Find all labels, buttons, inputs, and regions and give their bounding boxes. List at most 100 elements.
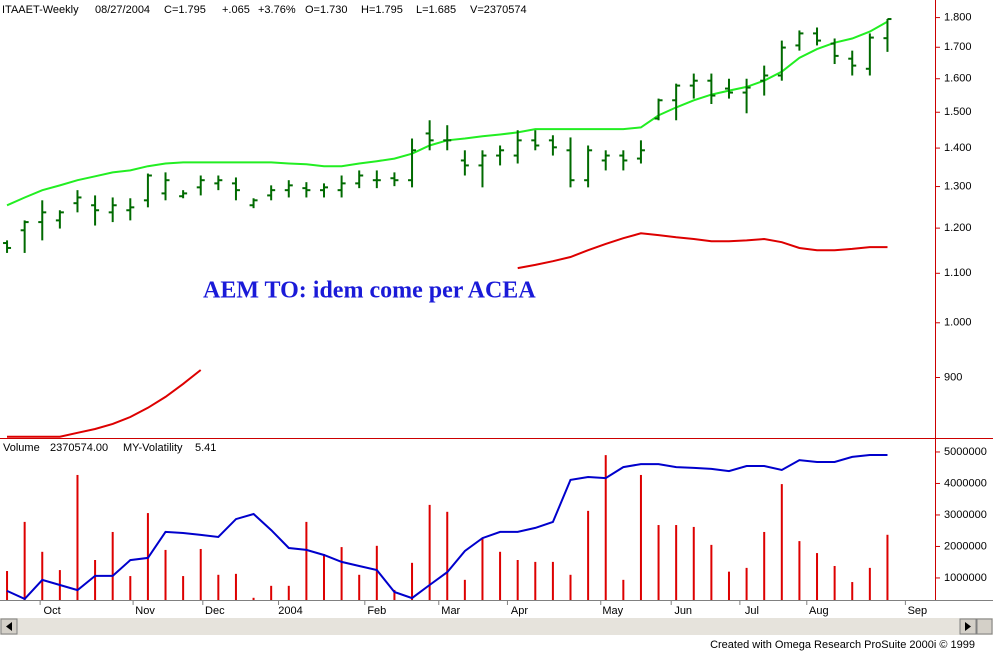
y-tick-label: 2000000 [944, 540, 987, 552]
header-item: 08/27/2004 [95, 4, 150, 16]
scroll-end-button[interactable] [976, 618, 993, 635]
header-item: L=1.685 [416, 4, 456, 16]
legend-name: MY-Volatility [123, 442, 183, 454]
volume-bar [622, 579, 625, 600]
volume-bar [6, 571, 9, 600]
volume-bar [675, 525, 678, 600]
x-tick-label: Aug [809, 605, 829, 617]
indicator-line [7, 232, 888, 438]
x-tick-label: Dec [205, 605, 225, 617]
x-tick-label: May [602, 605, 623, 617]
volume-bar [833, 565, 836, 600]
volume-bar [358, 574, 361, 600]
x-tick-label: Jun [674, 605, 692, 617]
volume-bar [270, 585, 273, 600]
volume-bar [164, 549, 167, 600]
volume-bar [182, 576, 185, 600]
volume-bar [428, 504, 431, 600]
volume-bar [305, 521, 308, 600]
y-tick-label: 5000000 [944, 446, 987, 458]
volume-bar [340, 547, 343, 600]
header-item: C=1.795 [164, 4, 206, 16]
y-tick-label: 1.600 [944, 73, 972, 85]
y-tick-label: 1.000 [944, 317, 972, 329]
y-tick-label: 1.400 [944, 142, 972, 154]
x-tick-label: Sep [908, 605, 928, 617]
volume-bar [252, 597, 255, 600]
volume-bar [868, 567, 871, 600]
legend-value: 2370574.00 [50, 442, 108, 454]
volume-bar [798, 541, 801, 600]
x-tick-label: Nov [135, 605, 155, 617]
volume-bar [569, 574, 572, 600]
header-item: +3.76% [258, 4, 296, 16]
y-tick-label: 900 [944, 371, 962, 383]
volume-bar [639, 474, 642, 600]
y-tick-label: 1.800 [944, 11, 972, 23]
volume-bar [551, 561, 554, 600]
volume-bar [234, 573, 237, 600]
volume-bar [745, 567, 748, 600]
legend-name: Volume [3, 442, 40, 454]
volume-bar [710, 544, 713, 600]
header-item: H=1.795 [361, 4, 403, 16]
volume-bar [657, 525, 660, 600]
volume-bar [129, 576, 132, 600]
volume-bar [692, 526, 695, 600]
right-arrow [965, 622, 971, 631]
y-tick-label: 1.500 [944, 106, 972, 118]
volume-bar [446, 511, 449, 600]
volume-bar [727, 571, 730, 600]
left-arrow [6, 622, 12, 631]
volume-bar [111, 531, 114, 600]
volume-bar [94, 560, 97, 600]
x-tick-label: Apr [511, 605, 528, 617]
volatility-line [6, 454, 888, 601]
volume-bar [763, 531, 766, 600]
volume-bar [499, 551, 502, 600]
volume-bar [411, 562, 414, 600]
volume-bar [851, 582, 854, 600]
header-item: +.065 [222, 4, 250, 16]
volume-bar [199, 548, 202, 600]
volume-bar [41, 551, 44, 600]
y-tick-label: 1.100 [944, 267, 972, 279]
volume-bar [886, 534, 889, 600]
volume-bar [516, 560, 519, 600]
volume-bar [587, 510, 590, 600]
x-tick-label: 2004 [278, 605, 302, 617]
header-item: ITAAET-Weekly [2, 4, 79, 16]
y-tick-label: 1.700 [944, 41, 972, 53]
volume-bar [287, 585, 290, 600]
annotation: AEM TO: idem come per ACEA [203, 278, 536, 304]
volume-bar [322, 554, 325, 600]
volume-bar [534, 561, 537, 600]
legend-value: 5.41 [195, 442, 216, 454]
y-tick-label: 1.300 [944, 180, 972, 192]
y-tick-label: 3000000 [944, 509, 987, 521]
volume-bar [23, 521, 26, 600]
x-tick-label: Mar [441, 605, 460, 617]
volume-bar [217, 574, 220, 600]
x-tick-label: Feb [367, 605, 386, 617]
volume-bar [463, 579, 466, 600]
volume-bar [76, 474, 79, 600]
header-item: V=2370574 [470, 4, 527, 16]
volume-bar [816, 553, 819, 600]
volume-bar [393, 589, 396, 600]
y-tick-label: 1000000 [944, 572, 987, 584]
volume-bar [375, 545, 378, 600]
x-tick-label: Jul [745, 605, 759, 617]
y-tick-label: 1.200 [944, 222, 972, 234]
volume-bar [604, 455, 607, 600]
header-item: O=1.730 [305, 4, 348, 16]
scroll-track[interactable] [0, 618, 993, 635]
volume-bar [481, 537, 484, 600]
volume-bar [780, 484, 783, 600]
x-tick-label: Oct [44, 605, 61, 617]
scrollbar[interactable] [0, 618, 993, 635]
y-tick-label: 4000000 [944, 477, 987, 489]
footer: Created with Omega Research ProSuite 200… [710, 639, 975, 651]
